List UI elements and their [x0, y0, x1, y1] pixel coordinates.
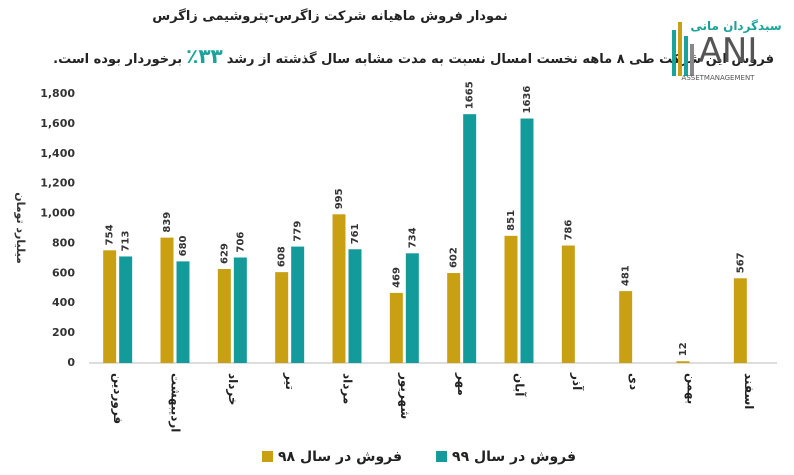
data-label: 1665 — [465, 81, 476, 109]
data-label: 734 — [407, 227, 418, 248]
y-tick-label: 400 — [52, 296, 75, 309]
bar — [561, 245, 575, 363]
data-label: 851 — [506, 210, 517, 231]
subtitle-text: فروش این شرکت طی ۸ ماهه نخست امسال نسبت … — [226, 52, 774, 67]
data-label: 786 — [563, 220, 574, 241]
data-label: 567 — [735, 252, 746, 273]
y-tick-label: 1,600 — [40, 117, 75, 130]
logo-mark: ANI — [699, 31, 758, 71]
data-label: 481 — [621, 265, 632, 286]
y-tick-label: 1,800 — [40, 87, 75, 100]
bar — [348, 249, 362, 363]
logo-tagline: ASSETMANAGEMENT — [682, 74, 756, 82]
bar — [103, 250, 117, 363]
y-axis-label: میلیارد تومان — [14, 192, 27, 264]
data-label: 1636 — [522, 86, 533, 114]
x-tick-label: تیر — [283, 372, 297, 390]
bar — [233, 257, 247, 363]
logo-shape — [672, 30, 676, 76]
legend-label: فروش در سال ۹۹ — [452, 449, 576, 465]
data-label: 608 — [277, 246, 288, 267]
y-tick-label: 1,000 — [40, 207, 75, 220]
chart-subtitle: فروش این شرکت طی ۸ ماهه نخست امسال نسبت … — [53, 44, 774, 68]
x-tick-label: شهریور — [397, 372, 412, 419]
y-tick-label: 800 — [52, 236, 75, 249]
x-tick-label: مهر — [455, 372, 469, 396]
bar — [389, 292, 403, 363]
bar — [447, 273, 461, 363]
bar — [332, 214, 346, 363]
data-label: 761 — [350, 223, 361, 244]
x-tick-label: اردیبهشت — [169, 373, 183, 432]
legend-label: فروش در سال ۹۸ — [278, 449, 402, 465]
y-tick-label: 200 — [52, 326, 75, 339]
data-label: 839 — [162, 212, 173, 233]
data-label: 469 — [391, 267, 402, 288]
data-label: 779 — [293, 221, 304, 242]
bar — [176, 261, 190, 363]
bar — [160, 237, 174, 363]
chart-title: نمودار فروش ماهیانه شرکت زاگرس-پتروشیمی … — [152, 9, 508, 24]
y-tick-label: 600 — [52, 266, 75, 279]
x-tick-label: آبان — [513, 373, 528, 397]
bar — [217, 268, 231, 363]
bar — [619, 291, 633, 363]
data-label: 629 — [219, 243, 230, 264]
x-tick-label: فروردین — [110, 373, 125, 424]
subtitle-text: برخوردار بوده است. — [53, 52, 183, 67]
x-tick-label: آذر — [570, 372, 585, 391]
data-label: 754 — [105, 224, 116, 245]
x-tick-label: خرداد — [226, 373, 240, 406]
logo-shape — [678, 22, 682, 76]
logo-shape — [684, 36, 688, 76]
data-label: 995 — [334, 188, 345, 209]
growth-figure: ۳۳٪ — [186, 44, 223, 68]
data-label: 713 — [121, 231, 132, 252]
bar — [676, 361, 690, 363]
logo-shape — [690, 44, 694, 76]
data-label: 602 — [449, 247, 460, 268]
bar — [291, 246, 305, 363]
x-tick-label: دی — [627, 373, 641, 390]
y-tick-label: 0 — [67, 356, 75, 369]
x-tick-label: اسفند — [742, 373, 756, 409]
logo-name: سبدگردان مانی — [690, 19, 781, 33]
bar — [733, 278, 747, 363]
x-tick-label: بهمن — [685, 373, 699, 404]
bar — [504, 235, 518, 363]
bar — [275, 272, 289, 363]
legend-swatch — [262, 451, 273, 462]
x-tick-label: مرداد — [341, 373, 355, 404]
bar — [405, 253, 419, 363]
data-label: 12 — [678, 342, 689, 356]
legend-swatch — [436, 451, 448, 462]
data-label: 706 — [235, 232, 246, 253]
bar — [520, 118, 534, 364]
logo: سبدگردان مانی ANI ASSETMANAGEMENT — [672, 19, 782, 82]
y-tick-label: 1,400 — [40, 147, 75, 160]
bar — [119, 256, 133, 363]
bar — [463, 114, 477, 363]
y-tick-label: 1,200 — [40, 177, 75, 190]
data-label: 680 — [178, 235, 189, 256]
